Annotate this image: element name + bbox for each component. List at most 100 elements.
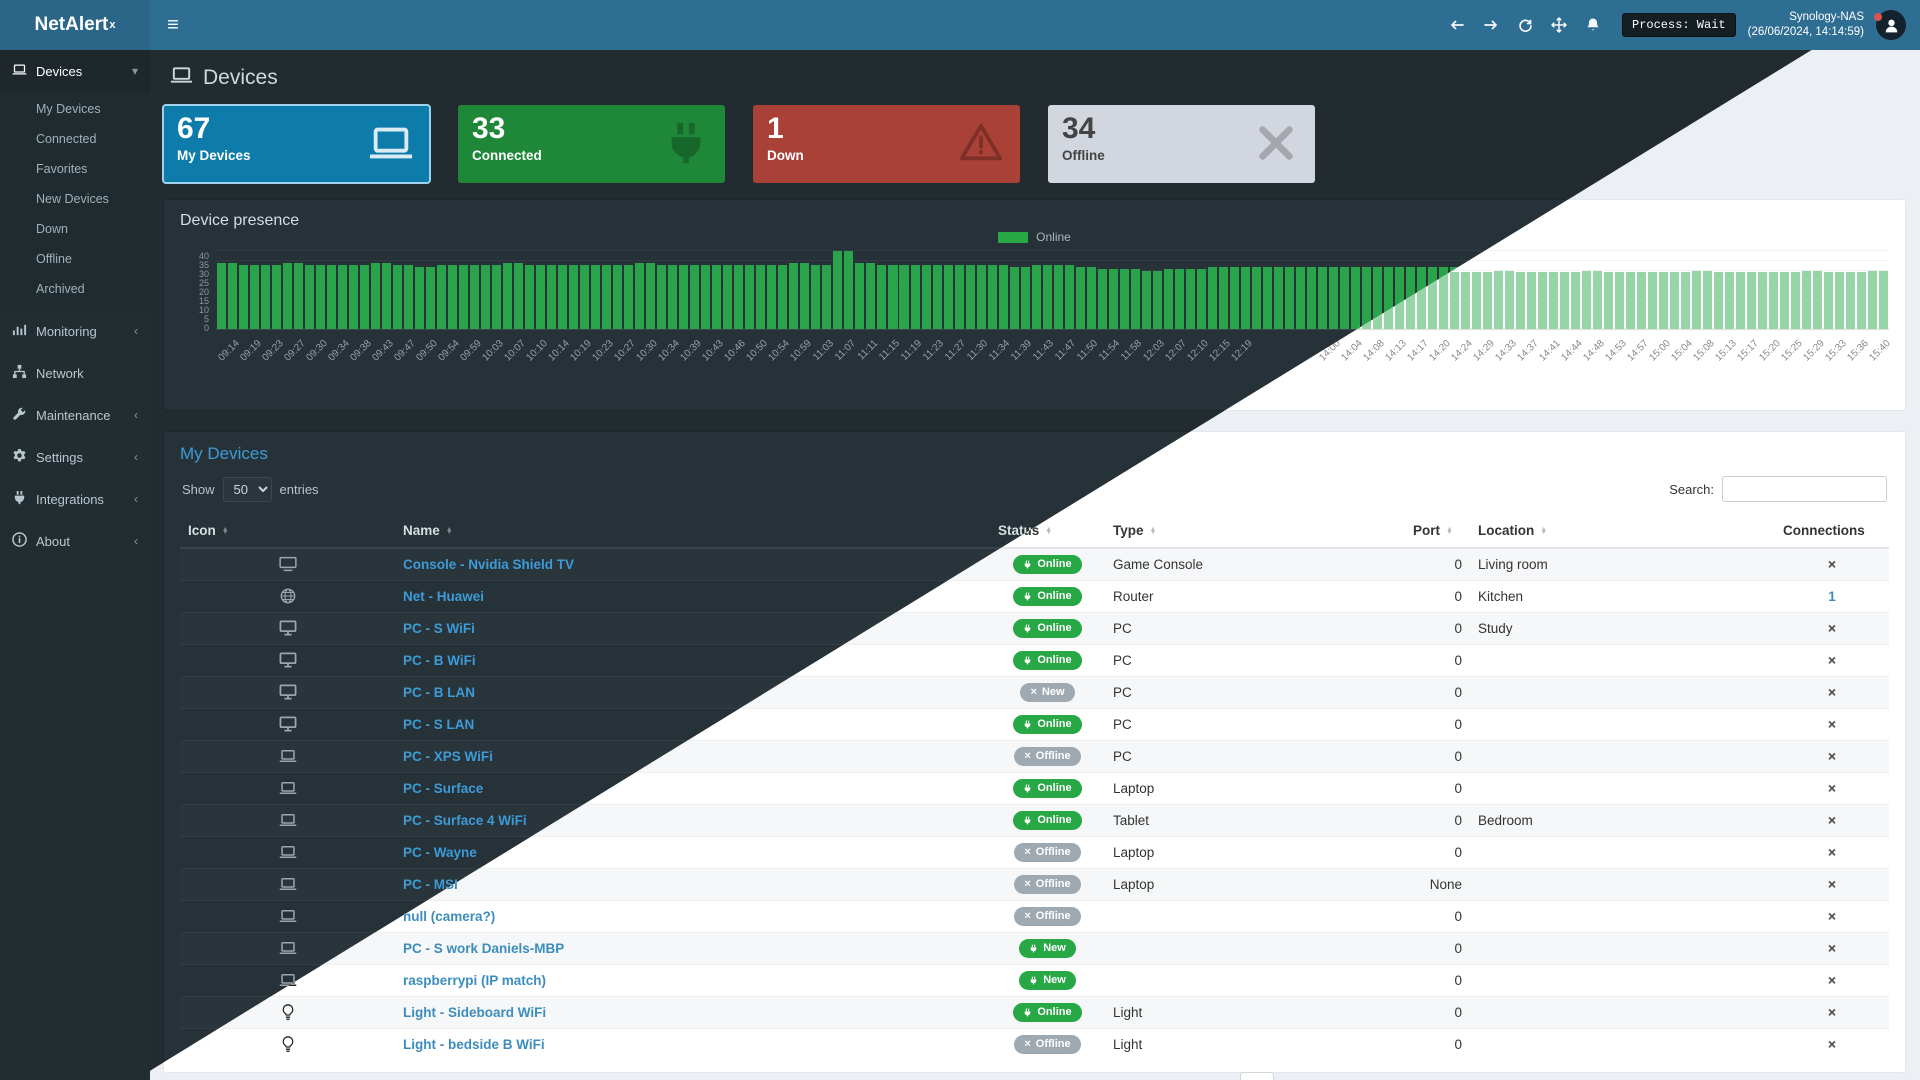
chart-bar	[1031, 264, 1041, 329]
column-header-type[interactable]: Type▲▼	[1105, 514, 1405, 549]
chart-bar	[778, 264, 788, 329]
column-header-icon[interactable]: Icon▲▼	[180, 514, 395, 549]
sidebar-subitem-down[interactable]: Down	[36, 222, 68, 236]
delete-connection-icon[interactable]: ×	[1827, 812, 1837, 828]
device-name-link[interactable]: PC - Surface 4 WiFi	[403, 812, 527, 828]
connections-link[interactable]: 1	[1828, 588, 1836, 604]
delete-connection-icon[interactable]: ×	[1827, 972, 1837, 988]
sidebar-toggle[interactable]: ≡	[150, 0, 196, 50]
stat-card-offline[interactable]: 34 Offline	[1048, 105, 1315, 183]
chevron-down-icon: ▾	[131, 64, 138, 78]
delete-connection-icon[interactable]: ×	[1827, 716, 1837, 732]
sidebar-item-maintenance[interactable]: Maintenance ‹	[0, 394, 150, 436]
chart-bar	[250, 264, 260, 329]
column-header-port[interactable]: Port▲▼	[1405, 514, 1470, 549]
device-type: PC	[1105, 675, 1405, 708]
chart-bar	[1207, 266, 1217, 329]
sidebar-subitem-offline[interactable]: Offline	[36, 252, 72, 266]
device-name-link[interactable]: Console - Nvidia Shield TV	[403, 556, 575, 572]
user-avatar[interactable]	[1874, 10, 1906, 40]
x-tick-label: 15:40	[1867, 338, 1893, 364]
sidebar-item-label: Devices	[36, 63, 83, 79]
devices-submenu: My Devices Connected Favorites New Devic…	[0, 92, 150, 310]
sidebar-item-settings[interactable]: Settings ‹	[0, 436, 150, 478]
warning-icon	[958, 120, 1004, 166]
chart-bar	[1416, 272, 1426, 329]
device-location	[1470, 931, 1775, 964]
device-name-link[interactable]: PC - MSI	[403, 876, 458, 892]
plug-icon	[12, 490, 27, 508]
device-name-link[interactable]: PC - B WiFi	[403, 652, 476, 668]
back-icon[interactable]	[1440, 0, 1474, 50]
device-name-link[interactable]: Light - Sideboard WiFi	[403, 1004, 547, 1020]
delete-connection-icon[interactable]: ×	[1827, 1036, 1837, 1053]
stat-card-my-devices[interactable]: 67 My Devices	[162, 104, 431, 184]
stat-label: Down	[767, 147, 804, 163]
device-name-link[interactable]: PC - B LAN	[403, 684, 475, 700]
sidebar-subitem-connected[interactable]: Connected	[36, 132, 97, 146]
chart-bar	[1405, 272, 1415, 329]
chart-gridlines	[216, 250, 1889, 329]
sidebar-subitem-my-devices[interactable]: My Devices	[36, 102, 101, 116]
device-name-link[interactable]: raspberrypi (IP match)	[403, 972, 547, 988]
delete-connection-icon[interactable]: ×	[1827, 652, 1837, 668]
pagination-page-button[interactable]: 1	[1240, 1072, 1274, 1080]
chart-bar	[1097, 268, 1107, 329]
column-header-name[interactable]: Name▲▼	[395, 514, 990, 549]
device-name-link[interactable]: PC - XPS WiFi	[403, 748, 493, 764]
chart-bar	[1075, 266, 1085, 329]
chart-bar	[1438, 272, 1448, 329]
delete-connection-icon[interactable]: ×	[1827, 620, 1837, 636]
device-name-link[interactable]: PC - S work Daniels-MBP	[403, 940, 565, 956]
device-type	[1105, 899, 1405, 932]
stat-card-connected[interactable]: 33 Connected	[458, 105, 725, 183]
delete-connection-icon[interactable]: ×	[1827, 556, 1837, 573]
refresh-icon[interactable]	[1508, 0, 1542, 50]
move-icon[interactable]	[1542, 0, 1576, 50]
page-size-select[interactable]: 50	[222, 476, 272, 502]
device-location	[1470, 643, 1775, 676]
chart-bar	[1813, 270, 1823, 329]
chart-bar	[404, 264, 414, 329]
stat-card-down[interactable]: 1 Down	[753, 105, 1020, 183]
device-name-link[interactable]: PC - S LAN	[403, 716, 475, 732]
column-header-location[interactable]: Location▲▼	[1470, 514, 1775, 549]
sidebar-item-about[interactable]: About ‹	[0, 520, 150, 562]
chart-bar	[987, 264, 997, 329]
delete-connection-icon[interactable]: ×	[1827, 1004, 1837, 1020]
panel-title: Device presence	[180, 212, 300, 229]
chart-bar	[646, 262, 656, 329]
chart-bar	[668, 264, 678, 329]
sort-icon: ▲▼	[1045, 525, 1053, 537]
device-name-link[interactable]: Light - bedside B WiFi	[403, 1036, 545, 1052]
sidebar-item-devices[interactable]: Devices ▾	[0, 50, 150, 92]
laptop-icon	[279, 780, 297, 795]
device-name-link[interactable]: PC - Wayne	[403, 844, 477, 860]
delete-connection-icon[interactable]: ×	[1827, 876, 1837, 892]
chart-bar	[657, 264, 667, 329]
bell-icon[interactable]	[1576, 0, 1610, 50]
device-name-link[interactable]: Net - Huawei	[403, 588, 485, 604]
sidebar-item-network[interactable]: Network	[0, 352, 150, 394]
delete-connection-icon[interactable]: ×	[1827, 748, 1837, 764]
forward-icon[interactable]	[1474, 0, 1508, 50]
device-name-link[interactable]: null (camera?)	[403, 908, 496, 924]
delete-connection-icon[interactable]: ×	[1827, 908, 1837, 924]
chart-bar	[976, 264, 986, 329]
delete-connection-icon[interactable]: ×	[1827, 780, 1837, 796]
delete-connection-icon[interactable]: ×	[1827, 940, 1837, 956]
device-name-link[interactable]: PC - Surface	[403, 780, 484, 796]
column-header-connections[interactable]: Connections	[1775, 514, 1889, 549]
delete-connection-icon[interactable]: ×	[1827, 684, 1837, 700]
sidebar-subitem-new-devices[interactable]: New Devices	[36, 192, 109, 206]
chart-bar	[965, 264, 975, 329]
sidebar-item-integrations[interactable]: Integrations ‹	[0, 478, 150, 520]
sidebar-subitem-archived[interactable]: Archived	[36, 282, 85, 296]
sidebar-subitem-favorites[interactable]: Favorites	[36, 162, 88, 176]
delete-connection-icon[interactable]: ×	[1827, 844, 1837, 860]
status-badge: New	[1019, 970, 1076, 990]
chart-bar	[360, 264, 370, 329]
sidebar-item-monitoring[interactable]: Monitoring ‹	[0, 310, 150, 352]
device-name-link[interactable]: PC - S WiFi	[403, 620, 475, 636]
search-input[interactable]	[1722, 476, 1887, 502]
